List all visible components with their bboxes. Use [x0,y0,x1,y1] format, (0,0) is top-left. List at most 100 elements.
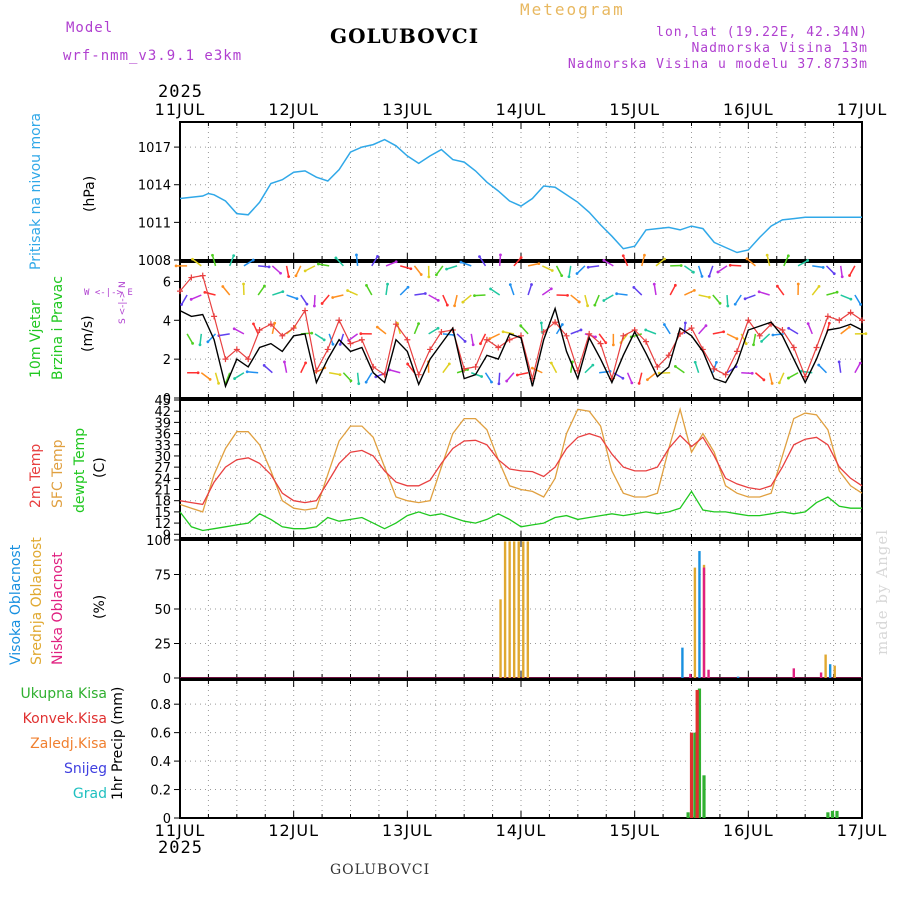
wind-barb-tip [700,274,704,278]
wind-barb [234,372,245,380]
wind-barb [576,265,586,275]
wind-barb [247,371,259,374]
wind-barb [653,284,657,296]
y-tick-label: 1008 [138,254,171,269]
wind-barb [186,333,194,344]
wind-gust-marker [813,344,820,351]
wind-gust-marker [415,371,422,378]
x-day-label-top: 16JUL [723,100,774,119]
y-tick-label: 21 [154,484,171,499]
y-tick-label: 0 [163,392,171,407]
wind-barb-tip [692,288,696,292]
lonlat-text: lon,lat (19.22E, 42.34N) [656,25,868,40]
x-day-label-bottom: 14JUL [496,821,547,840]
wind-barb [646,372,657,381]
y-tick-label: 50 [154,603,171,618]
wind-barb [754,372,765,381]
wind-barb [207,333,217,343]
wind-barb [460,261,472,267]
wind-gust-marker [233,346,240,353]
wind-barb [348,333,359,341]
wind-barb-tip [331,342,335,346]
wind-barb-tip [611,343,615,347]
wind-barb [318,263,330,267]
wind-barb-tip [652,282,656,286]
wind-barb [550,362,558,374]
wind-barb-tip [837,360,841,364]
wind-barb-tip [765,253,769,257]
wind-barb [509,284,515,296]
wind-barb [772,333,784,336]
wind-gust-marker [779,327,786,333]
precip-total-bar [702,775,706,818]
wind-barb [761,333,771,342]
wind-barb [225,372,231,384]
y-tick-label: 36 [154,428,171,443]
wind-barb [788,372,799,379]
wind-barb [633,286,643,296]
wind-barb-tip [817,363,821,367]
wind-barb-tip [832,272,836,276]
wind-barb-tip [673,365,677,368]
wind-barb [498,372,501,384]
wind-gust-marker [711,365,718,372]
wind-gust-marker [836,317,843,324]
wind-barb [446,265,458,270]
wind-barb-tip [593,303,597,307]
x-day-label-top: 15JUL [609,100,660,119]
wind-barb [462,294,472,303]
wind-barb [697,265,703,277]
wind-barb [712,331,724,335]
wind-barb-tip [728,263,732,267]
wind-barb [622,255,629,267]
wind-barb [744,294,756,300]
cloud-high-bar [828,664,832,678]
wind-barb [854,362,861,374]
y-tick-label: 18 [154,495,171,510]
wind-barb [314,333,325,341]
wind-gust-marker [427,346,434,353]
wind-barb-tip [436,326,440,330]
wind-barb [300,362,307,374]
wind-barb [435,265,444,276]
wind-barb-tip [591,363,595,367]
wind-barb [532,367,543,374]
y-tick-label: 30 [154,450,171,465]
wind-barb [295,265,302,277]
wind-barb-tip [752,343,755,347]
precip-total-bar [826,812,830,818]
wind-barb-tip [478,255,481,259]
wind-barb [694,362,700,373]
wind-barb [376,326,387,335]
wind-barb-tip [331,296,335,299]
wind-barb [478,256,487,267]
wind-barb-tip [409,267,413,271]
wind-barb [669,284,677,296]
station-title: GOLUBOVCI [330,24,480,48]
wind-barb-tip [549,361,553,365]
wind-barb-tip [198,343,202,347]
wind-gust-marker [472,363,479,370]
wind-gust-marker [256,327,263,333]
wind-barb [839,265,843,277]
wind-barb-tip [191,342,195,345]
wind-barb-tip [602,299,606,302]
wind-barb-tip [847,325,851,329]
wind-barb [854,294,862,305]
cloud-mid-bar [503,541,507,678]
year-bottom: 2025 [158,838,203,858]
wind-barb-tip [750,371,754,375]
wind-barb-tip [316,262,320,266]
x-day-label-bottom: 12JUL [268,821,319,840]
wind-barb [812,265,824,269]
wind-gust-marker [313,367,320,374]
wind-barb-tip [718,301,722,305]
wind-gust-marker [802,373,809,380]
wind-gust-marker [790,344,797,351]
wind-barb [321,294,330,304]
cloud-low-bar [702,567,706,678]
y-tick-label: 0.4 [150,755,171,770]
x-day-label-top: 13JUL [382,100,433,119]
wind-barb-tip [726,304,730,308]
wind-barb [778,372,785,384]
